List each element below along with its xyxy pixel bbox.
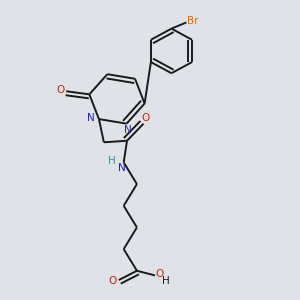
Text: N: N [124, 125, 132, 136]
Text: N: N [87, 112, 94, 122]
Text: Br: Br [187, 16, 199, 26]
Text: O: O [56, 85, 64, 95]
Text: O: O [141, 113, 149, 123]
Text: H: H [108, 156, 116, 166]
Text: O: O [155, 269, 163, 280]
Text: N: N [118, 163, 126, 173]
Text: O: O [109, 276, 117, 286]
Text: H: H [162, 276, 170, 286]
